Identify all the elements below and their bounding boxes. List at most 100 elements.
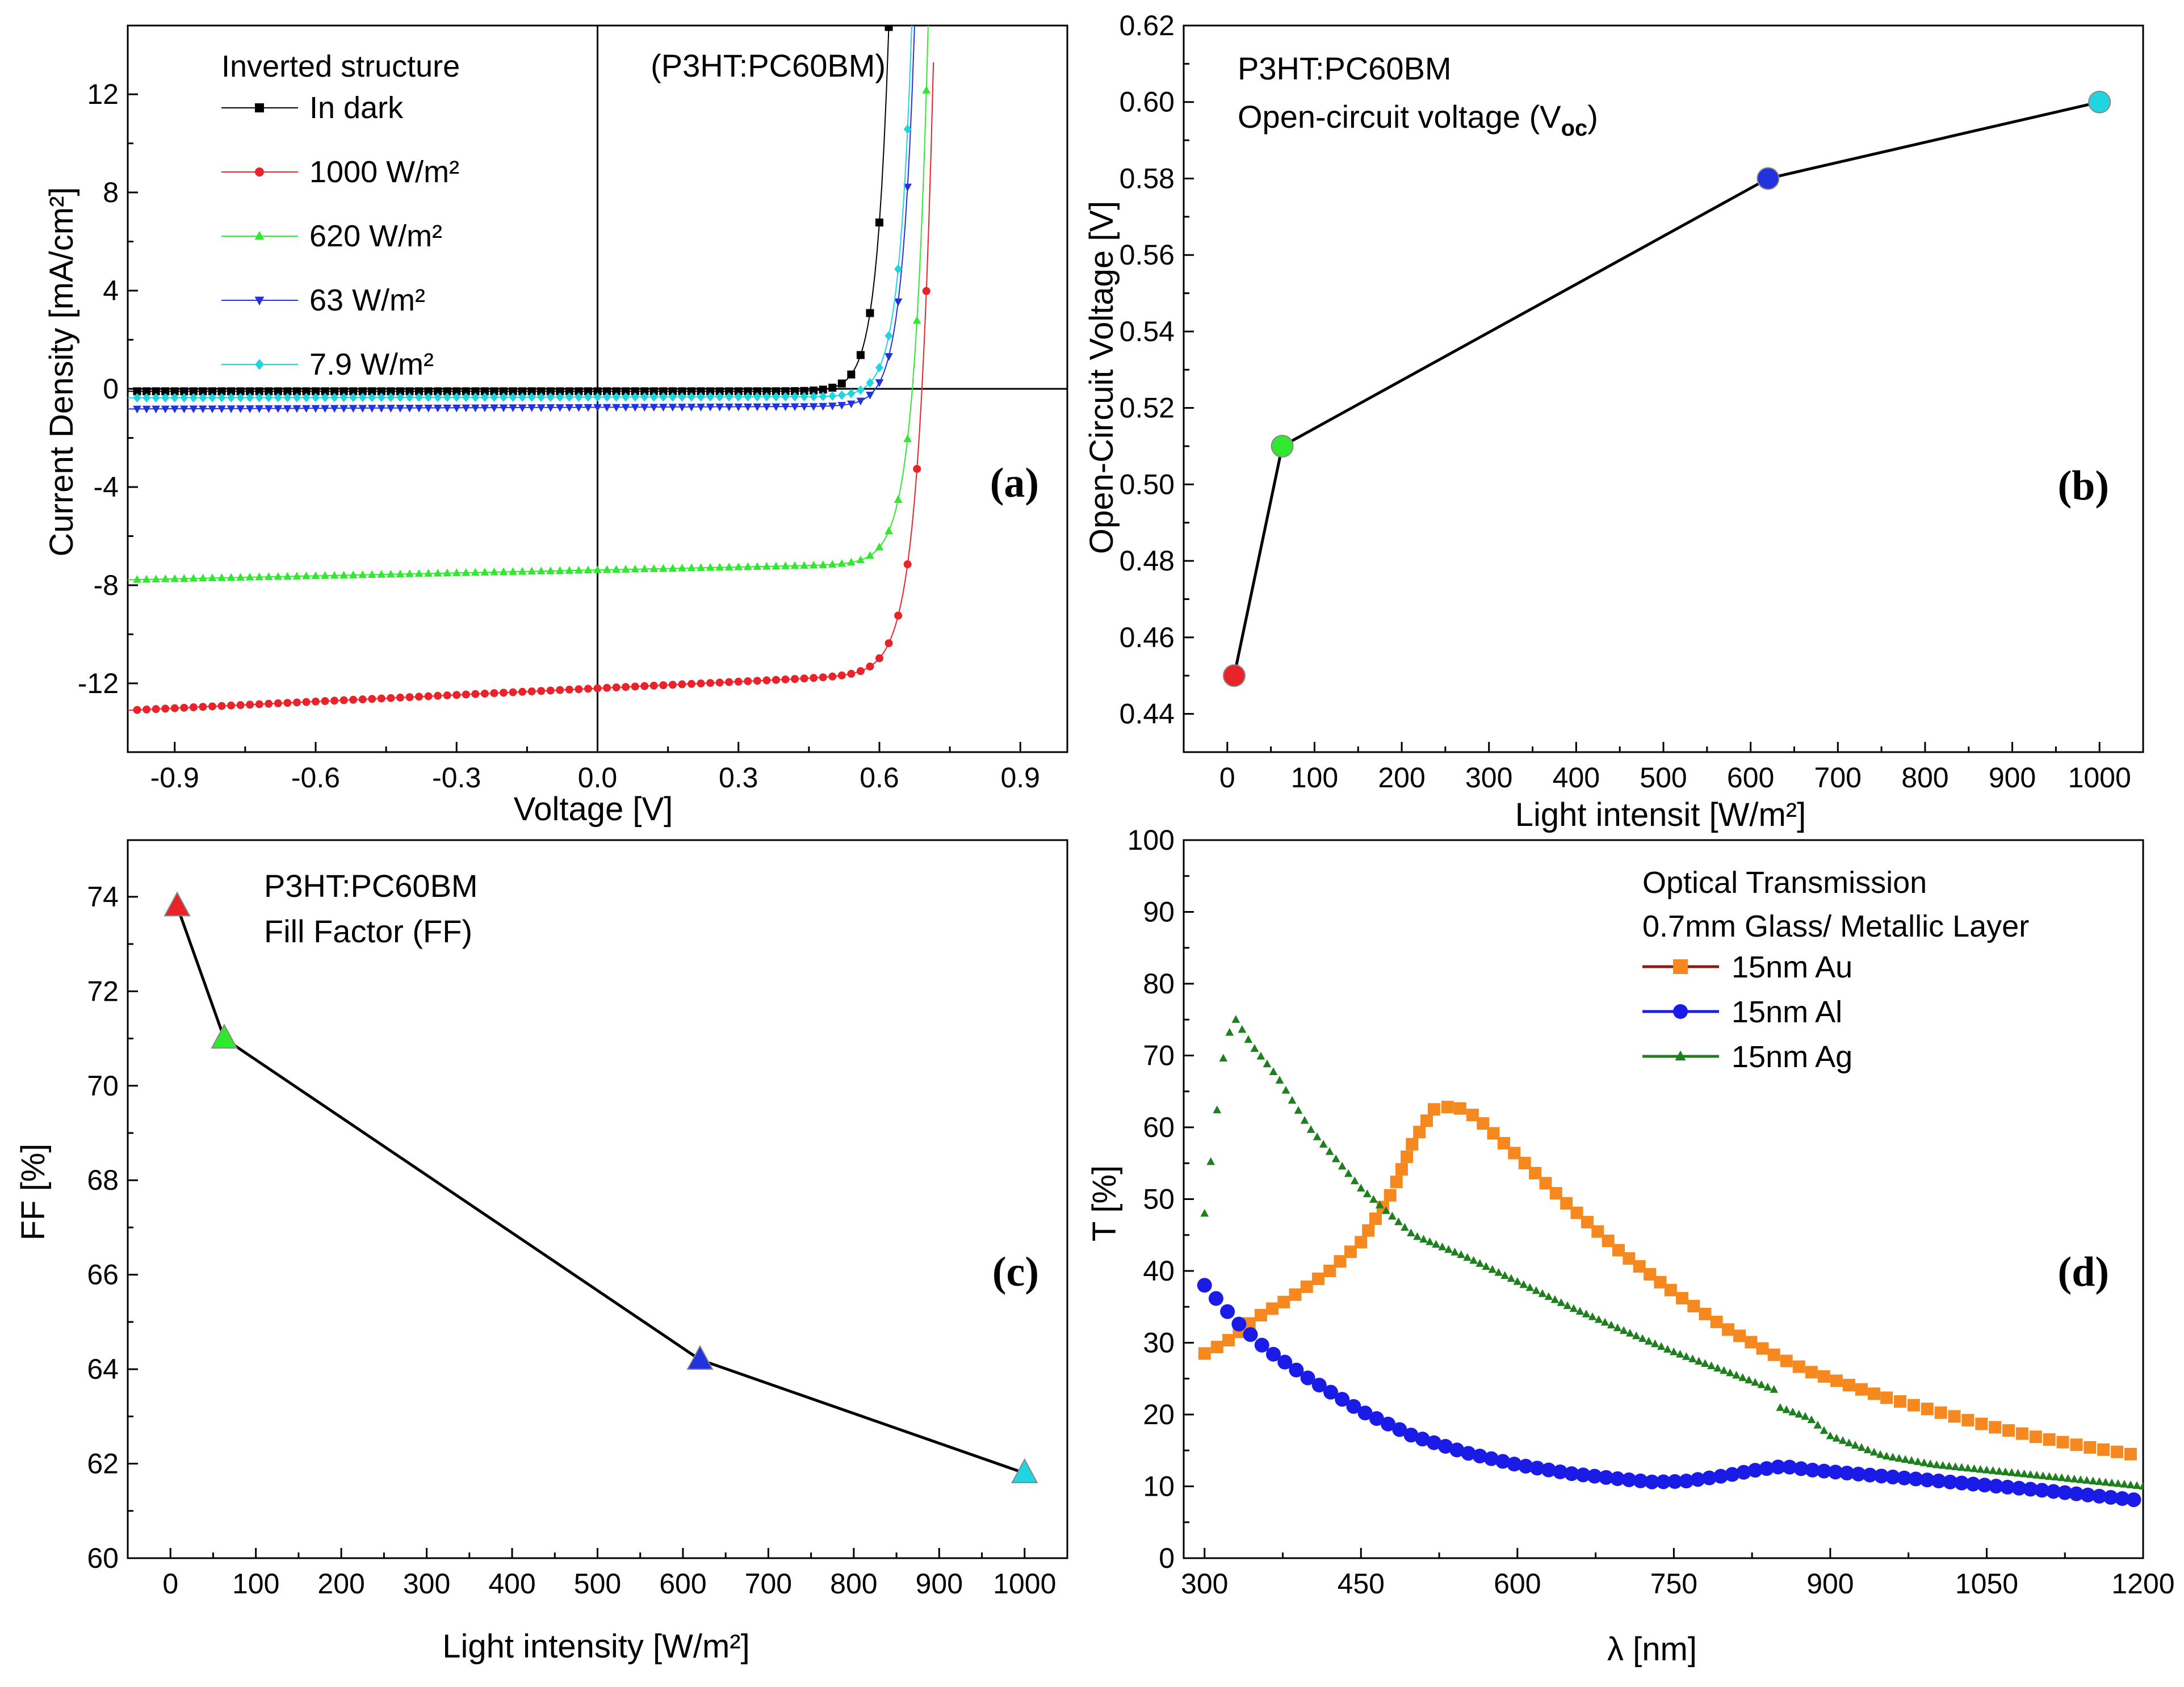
panel-a-y-tick-label: 4 xyxy=(103,275,119,307)
panel-a-data-point xyxy=(236,393,245,402)
panel-a-data-point xyxy=(903,560,912,569)
panel-d-data-point xyxy=(1805,1462,1820,1478)
panel-a-legend-marker xyxy=(255,103,264,112)
panel-d-data-point xyxy=(1657,1342,1666,1350)
panel-a-data-point xyxy=(152,405,160,414)
panel-a-data-point xyxy=(245,572,254,581)
panel-b-x-tick-label: 500 xyxy=(1640,762,1687,794)
panel-a-data-point xyxy=(368,392,376,402)
panel-d-data-point xyxy=(2091,1488,2107,1504)
panel-a-data-point xyxy=(734,403,743,412)
panel-a-data-point xyxy=(321,697,329,706)
panel-c-x-tick-label: 400 xyxy=(488,1568,535,1600)
panel-d-data-point xyxy=(1619,1326,1628,1334)
panel-a-data-point xyxy=(725,387,733,396)
panel-a-data-point xyxy=(791,392,799,402)
panel-d-data-point xyxy=(1401,1150,1414,1163)
panel-a-y-tick-label: 12 xyxy=(87,78,119,110)
panel-a-data-point xyxy=(339,392,348,402)
panel-d-data-point xyxy=(1281,1086,1290,1094)
panel-a-data-point xyxy=(255,700,263,708)
panel-a-data-point xyxy=(500,387,508,396)
panel-d-data-point xyxy=(2080,1487,2095,1503)
panel-a-data-point xyxy=(133,405,141,414)
panel-a-data-point xyxy=(274,392,282,402)
panel-d-data-point xyxy=(1975,1417,1988,1430)
panel-d-data-point xyxy=(1688,1354,1697,1362)
panel-d-data-point xyxy=(1277,1295,1290,1308)
panel-a-data-point xyxy=(133,575,141,583)
panel-a-data-point xyxy=(725,678,733,686)
panel-d-data-point xyxy=(1907,1399,1920,1412)
panel-a-data-point xyxy=(199,573,207,582)
panel-d-data-point xyxy=(2026,1470,2035,1478)
panel-a-data-point xyxy=(631,387,639,396)
panel-d-data-point xyxy=(1839,1466,1855,1481)
panel-d-data-point xyxy=(1407,1228,1415,1237)
panel-a-data-point xyxy=(724,403,733,412)
panel-a-data-point xyxy=(715,387,724,396)
panel-a-data-point xyxy=(593,404,602,412)
panel-a-data-point xyxy=(236,387,245,396)
panel-a-data-point xyxy=(527,566,536,575)
panel-d-data-point xyxy=(1256,1051,1265,1060)
panel-d-data-point xyxy=(2000,1479,2015,1495)
panel-d-data-point xyxy=(1588,1312,1597,1320)
panel-c-y-tick-label: 72 xyxy=(87,975,119,1007)
panel-d-data-point xyxy=(1401,1223,1409,1231)
panel-a-data-point xyxy=(321,387,329,396)
panel-a-data-point xyxy=(349,392,358,402)
panel-a-data-point xyxy=(312,697,320,706)
panel-a-data-point xyxy=(828,383,837,392)
panel-d-data-point xyxy=(1508,1147,1521,1160)
panel-a-plot-area: -0.9 -0.6 -0.3 0.0 0.3 0.6 0.9 -12 -8 -4 0 4 8 12 xyxy=(78,24,1068,794)
panel-a-data-point xyxy=(302,571,311,580)
panel-d-data-point xyxy=(1538,1289,1547,1297)
panel-d-data-point xyxy=(1907,1456,1916,1464)
panel-d-x-tick-label: 1200 xyxy=(2111,1568,2174,1600)
panel-d-data-point xyxy=(1266,1302,1279,1315)
panel-a-data-point xyxy=(603,392,611,402)
panel-c-y-tick-label: 60 xyxy=(87,1542,119,1574)
panel-d-data-point xyxy=(1679,1474,1694,1489)
panel-a-data-point xyxy=(490,567,498,576)
panel-a-data-point xyxy=(480,404,489,413)
panel-a-data-point xyxy=(772,387,780,396)
panel-d-data-point xyxy=(1375,1201,1384,1208)
panel-d-data-point xyxy=(1582,1310,1591,1317)
panel-d-data-point xyxy=(1638,1334,1647,1342)
panel-d-data-point xyxy=(2051,1472,2060,1481)
panel-a-data-point xyxy=(922,287,930,295)
panel-a-data-point xyxy=(471,568,480,576)
panel-a-data-point xyxy=(659,392,668,402)
panel-a-legend-marker xyxy=(254,296,265,306)
panel-a-data-point xyxy=(800,387,808,395)
panel-d-data-point xyxy=(1805,1366,1818,1379)
panel-a-data-point xyxy=(687,404,696,412)
panel-a-data-point xyxy=(433,568,442,577)
panel-a-data-point xyxy=(415,392,424,402)
panel-a-data-point xyxy=(302,392,311,402)
panel-a-data-point xyxy=(743,562,752,570)
panel-b-y-axis-title: Open-Circuit Voltage [V] xyxy=(1083,201,1120,554)
panel-c-y-tick-label: 66 xyxy=(87,1259,119,1291)
panel-d-data-point xyxy=(2084,1441,2097,1454)
panel-d-data-point xyxy=(1938,1461,1947,1469)
panel-a-data-point xyxy=(697,563,705,571)
panel-a-data-point xyxy=(236,405,245,413)
panel-a-data-point xyxy=(527,392,536,402)
panel-d-data-point xyxy=(1451,1248,1459,1256)
panel-d-data-point xyxy=(1495,1454,1511,1469)
panel-d-data-point xyxy=(1855,1383,1868,1396)
panel-a-data-point xyxy=(744,392,752,402)
panel-d-data-point xyxy=(1687,1299,1700,1312)
panel-a-data-point xyxy=(246,393,254,402)
panel-a-data-point xyxy=(800,674,808,683)
panel-d-data-point xyxy=(2139,1482,2143,1490)
panel-d-data-point xyxy=(1725,1467,1740,1482)
panel-d-data-point xyxy=(1862,1467,1877,1483)
panel-a-data-point xyxy=(556,387,564,396)
panel-d-data-point xyxy=(1483,1451,1499,1466)
panel-d-data-point xyxy=(1513,1277,1522,1285)
panel-a-data-point xyxy=(189,387,198,396)
